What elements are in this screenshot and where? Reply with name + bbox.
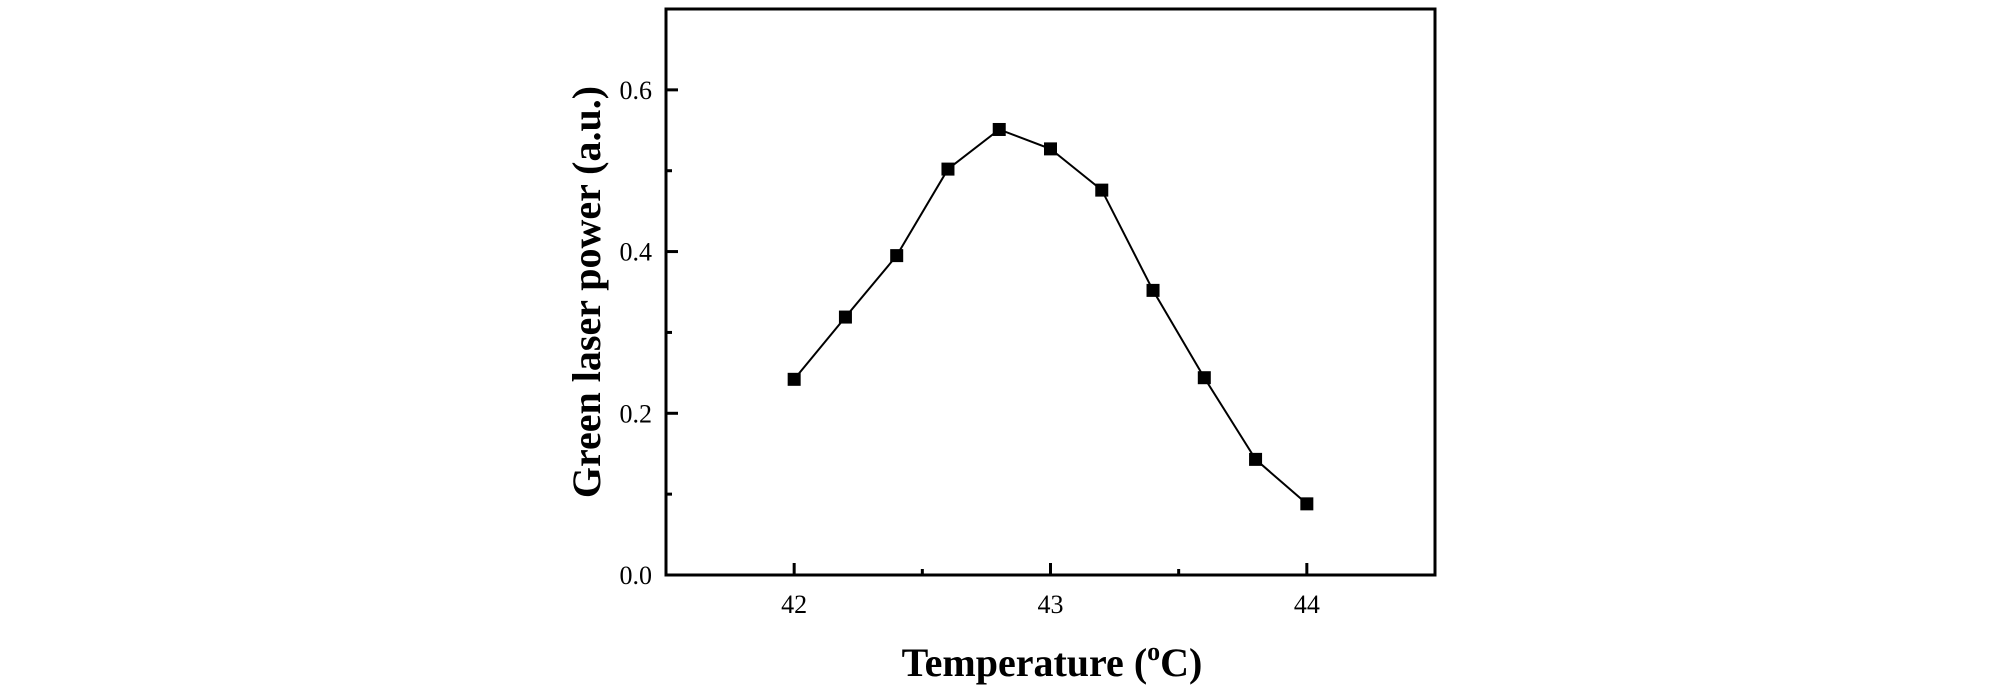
y-tick-label: 0.4	[620, 238, 653, 267]
x-axis-title-unit: C)	[1160, 640, 1202, 685]
data-point-marker	[890, 249, 904, 263]
x-axis-title-superscript: o	[1147, 637, 1160, 666]
y-axis-ticks: 0.0 0.2 0.4 0.6	[620, 76, 678, 590]
x-tick-label: 44	[1294, 590, 1320, 619]
data-point-marker	[1197, 371, 1211, 385]
x-tick-label: 42	[781, 590, 807, 619]
data-point-marker	[1249, 452, 1263, 466]
data-point-marker	[838, 310, 852, 324]
x-axis-ticks: 42 43 44	[781, 563, 1320, 619]
data-point-marker	[1044, 142, 1057, 156]
x-axis-title: Temperature (oC)	[902, 637, 1203, 685]
x-axis-title-main: Temperature (	[902, 640, 1148, 685]
y-tick-label: 0.6	[620, 76, 653, 105]
data-point-marker	[941, 162, 955, 176]
plot-frame	[664, 7, 1437, 577]
y-axis-title: Green laser power (a.u.)	[564, 86, 609, 498]
series-layer	[787, 122, 1314, 511]
data-point-marker	[1095, 183, 1109, 197]
y-tick-label: 0.0	[620, 561, 653, 590]
y-tick-label: 0.2	[620, 399, 653, 428]
series-line	[793, 128, 1308, 505]
data-point-marker	[992, 122, 1006, 136]
data-point-marker	[1146, 283, 1160, 297]
data-point-marker	[787, 372, 801, 386]
x-tick-label: 43	[1038, 590, 1064, 619]
data-point-marker	[1300, 497, 1314, 511]
